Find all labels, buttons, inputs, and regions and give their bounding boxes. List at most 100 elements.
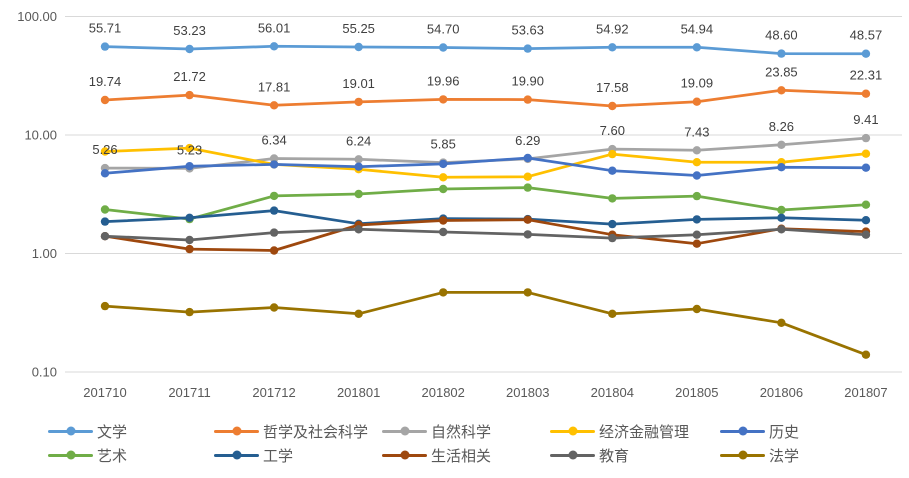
series-marker-literature — [608, 43, 617, 52]
legend-item-life-related: 生活相关 — [382, 445, 491, 465]
legend-item-history: 历史 — [720, 421, 799, 441]
series-marker-art — [523, 183, 532, 192]
x-tick-label-201803: 201803 — [506, 385, 549, 400]
legend-item-art: 艺术 — [48, 445, 127, 465]
series-marker-philosophy-social-sciences — [100, 95, 110, 105]
series-marker-philosophy-social-sciences — [692, 97, 702, 106]
series-marker-life-related — [439, 216, 448, 225]
data-label-literature: 54.92 — [596, 21, 629, 36]
series-marker-history — [100, 169, 110, 178]
series-marker-engineering — [100, 217, 110, 226]
series-marker-history — [523, 153, 532, 163]
data-label-natural-science: 7.60 — [600, 123, 625, 138]
series-marker-literature — [354, 42, 363, 52]
series-marker-engineering — [269, 206, 279, 215]
series-marker-literature — [185, 44, 194, 54]
series-marker-literature — [777, 49, 786, 58]
legend-label-art: 艺术 — [97, 447, 128, 465]
x-tick-label-201806: 201806 — [760, 385, 803, 400]
x-tick-label-201710: 201710 — [83, 385, 126, 400]
legend-dot-icon-life-related — [400, 450, 409, 460]
series-marker-natural-science — [354, 155, 363, 164]
series-marker-law — [608, 309, 617, 318]
series-marker-law — [692, 304, 702, 314]
data-label-natural-science: 8.26 — [769, 119, 794, 134]
series-marker-economics-finance-management — [692, 158, 702, 167]
series-line-life-related — [103, 218, 868, 252]
legend-line-icon-literature — [48, 426, 93, 436]
legend-label-law: 法学 — [769, 447, 800, 465]
legend-dot-icon-natural-science — [400, 426, 409, 436]
series-line-engineering — [103, 209, 868, 226]
data-label-literature: 54.94 — [681, 21, 714, 36]
x-tick-label-201807: 201807 — [844, 385, 887, 400]
series-marker-education — [100, 232, 110, 241]
series-marker-law — [861, 350, 871, 359]
data-label-literature: 48.57 — [850, 28, 883, 43]
x-tick-label-201802: 201802 — [422, 385, 465, 400]
data-label-literature: 53.23 — [173, 23, 206, 38]
series-line-philosophy-social-sciences — [103, 88, 868, 108]
series-line-economics-finance-management — [103, 146, 868, 179]
series-marker-life-related — [185, 244, 194, 254]
legend-item-engineering: 工学 — [214, 445, 293, 465]
series-marker-economics-finance-management — [185, 143, 194, 153]
legend-dot-icon-philosophy-social-sciences — [232, 426, 241, 436]
series-marker-economics-finance-management — [439, 173, 448, 182]
data-label-literature: 53.63 — [511, 23, 544, 38]
series-marker-history — [439, 159, 448, 169]
series-marker-law — [185, 307, 194, 317]
series-marker-literature — [523, 44, 532, 53]
series-marker-education — [777, 225, 786, 234]
series-marker-philosophy-social-sciences — [354, 97, 363, 107]
series-marker-life-related — [523, 215, 532, 224]
series-marker-economics-finance-management — [523, 172, 532, 181]
series-marker-education — [439, 227, 448, 237]
series-marker-education — [185, 235, 194, 245]
series-marker-philosophy-social-sciences — [185, 90, 194, 100]
series-marker-economics-finance-management — [100, 147, 110, 156]
legend-line-icon-history — [720, 426, 765, 436]
series-marker-law — [777, 318, 786, 327]
y-tick-label: 100.00 — [17, 9, 57, 24]
series-marker-art — [692, 191, 702, 201]
series-marker-philosophy-social-sciences — [777, 86, 786, 95]
series-marker-law — [439, 288, 448, 297]
series-marker-natural-science — [692, 146, 702, 155]
series-marker-engineering — [608, 219, 617, 229]
legend-line-icon-engineering — [214, 450, 259, 460]
data-label-philosophy-social-sciences: 19.74 — [89, 74, 122, 89]
series-marker-art — [439, 184, 448, 194]
series-marker-philosophy-social-sciences — [439, 95, 448, 104]
series-marker-life-related — [269, 246, 279, 255]
data-label-philosophy-social-sciences: 19.96 — [427, 73, 460, 88]
series-marker-history — [692, 171, 702, 180]
legend-dot-icon-literature — [66, 426, 75, 436]
legend-item-literature: 文学 — [48, 421, 127, 441]
series-marker-economics-finance-management — [608, 149, 617, 159]
series-marker-art — [100, 205, 110, 214]
series-line-education — [103, 227, 868, 242]
series-marker-natural-science — [777, 140, 786, 149]
series-marker-engineering — [692, 215, 702, 224]
legend-line-icon-life-related — [382, 450, 427, 460]
series-marker-engineering — [185, 213, 194, 222]
legend-dot-icon-art — [66, 450, 75, 460]
legend-dot-icon-history — [738, 426, 747, 436]
data-label-natural-science: 9.41 — [853, 112, 878, 127]
x-tick-label-201804: 201804 — [591, 385, 634, 400]
series-marker-history — [608, 166, 617, 175]
legend-line-icon-natural-science — [382, 426, 427, 436]
series-marker-natural-science — [861, 133, 871, 143]
series-marker-history — [861, 163, 871, 172]
series-marker-law — [269, 303, 279, 312]
x-tick-label-201712: 201712 — [252, 385, 295, 400]
series-marker-art — [269, 191, 279, 201]
y-tick-label: 10.00 — [24, 128, 57, 143]
series-marker-economics-finance-management — [861, 149, 871, 158]
series-marker-history — [354, 162, 363, 171]
series-marker-literature — [692, 43, 702, 52]
series-marker-philosophy-social-sciences — [861, 89, 871, 98]
y-tick-label: 0.10 — [32, 365, 57, 380]
series-marker-education — [861, 230, 871, 239]
